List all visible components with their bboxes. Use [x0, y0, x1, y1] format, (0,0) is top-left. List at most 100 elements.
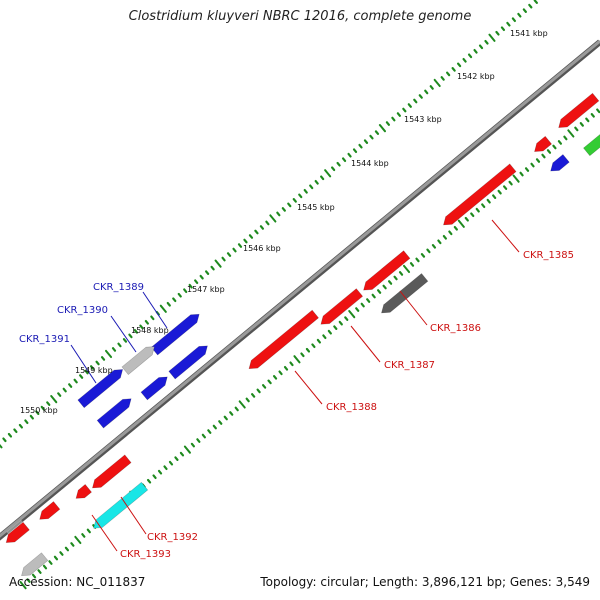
ring-tick — [484, 39, 489, 45]
gene-arrow — [149, 312, 200, 356]
ring-tick — [37, 569, 42, 574]
ring-tick — [59, 551, 64, 556]
ring-tick — [552, 144, 557, 150]
ring-tick — [303, 188, 308, 194]
ring-tick — [324, 169, 332, 178]
ring-tick — [426, 248, 431, 254]
ring-tick — [190, 442, 196, 448]
ring-tick — [442, 234, 447, 240]
genome-backbone — [0, 39, 600, 541]
ring-tick — [223, 415, 228, 421]
ring-tick — [183, 288, 188, 294]
ring-tick — [348, 310, 356, 319]
tick-label: 1547 kbp — [187, 285, 225, 294]
gene-highlight — [40, 499, 54, 512]
ring-tick — [378, 124, 386, 133]
ring-tick — [358, 143, 363, 149]
ring-tick — [402, 107, 407, 113]
gene-body — [320, 288, 364, 325]
callout-line — [399, 290, 428, 326]
ring-tick — [360, 302, 365, 308]
ring-tick — [229, 411, 234, 416]
ring-tick — [122, 338, 128, 343]
ring-tick — [492, 194, 497, 199]
ring-tick — [563, 135, 568, 141]
ring-tick — [467, 53, 473, 59]
ring-tick — [68, 383, 73, 388]
ring-tick — [309, 184, 314, 190]
gene-highlight — [381, 271, 422, 305]
ring-tick — [320, 175, 325, 181]
ring-tick — [457, 219, 465, 228]
ring-tick — [433, 78, 441, 88]
ring-tick — [402, 264, 411, 274]
map-title: Clostridium kluyveri NBRC 12016, complet… — [128, 9, 472, 24]
gene-body — [39, 501, 61, 520]
ring-tick — [352, 148, 358, 154]
ring-tick — [232, 247, 237, 253]
ring-tick — [172, 297, 177, 303]
ring-tick — [530, 162, 535, 168]
gene-label: CKR_1388 — [326, 402, 377, 413]
ring-tick — [53, 555, 59, 561]
gene-body — [534, 135, 552, 152]
gene-highlight — [166, 344, 199, 372]
gene-features — [5, 90, 600, 577]
gene-arrow — [558, 90, 600, 128]
gene-body — [248, 309, 319, 370]
gene-body — [363, 250, 411, 291]
ring-tick — [473, 48, 478, 54]
ring-tick — [462, 58, 467, 63]
ring-tick — [298, 193, 303, 199]
ring-tick — [413, 98, 418, 104]
gene-arrow — [320, 286, 364, 325]
tick-labels: 1541 kbp 1542 kbp 1543 kbp 1544 kbp 1545 kbp… — [20, 29, 548, 415]
ring-tick — [48, 560, 53, 565]
ring-tick — [269, 214, 277, 223]
ring-tick — [57, 392, 62, 397]
ring-tick — [344, 316, 349, 321]
ring-tick — [374, 130, 380, 135]
ring-tick — [62, 387, 67, 393]
ring-tick — [196, 438, 201, 443]
gene-body — [550, 154, 570, 172]
gene-label: CKR_1385 — [523, 250, 574, 261]
ring-tick — [451, 67, 456, 72]
tick-label: 1541 kbp — [510, 29, 548, 38]
ring-tick — [366, 298, 371, 303]
ring-tick — [243, 238, 248, 244]
label-callouts — [70, 219, 520, 552]
gene-highlight — [363, 248, 404, 282]
ring-tick — [205, 270, 210, 275]
gene-body — [443, 163, 517, 226]
ring-tick — [557, 140, 563, 145]
gene-highlight — [534, 133, 546, 144]
ring-tick — [183, 445, 191, 454]
ring-tick — [470, 212, 475, 218]
ring-tick — [40, 405, 45, 411]
tick-label: 1543 kbp — [404, 115, 442, 124]
gene-highlight — [120, 344, 146, 367]
ring-tick — [528, 3, 533, 9]
gene-body — [121, 346, 155, 376]
ring-tick — [283, 365, 289, 371]
ring-tick — [218, 420, 223, 425]
ring-tick — [18, 423, 24, 429]
ring-tick — [139, 324, 144, 330]
gene-arrow — [581, 130, 600, 157]
ring-tick — [347, 152, 352, 158]
ring-tick — [336, 161, 341, 167]
ring-tick — [46, 401, 51, 406]
ring-tick — [495, 30, 500, 36]
ring-tick — [278, 370, 283, 376]
ring-tick — [163, 465, 168, 471]
ring-tick — [73, 378, 78, 384]
ring-tick — [212, 424, 217, 430]
ring-tick — [488, 33, 496, 42]
gene-highlight — [6, 519, 24, 535]
ring-tick — [508, 180, 513, 186]
gene-arrow — [550, 152, 570, 172]
gene-body — [5, 521, 30, 543]
ring-tick — [382, 284, 387, 290]
ring-tick — [293, 355, 301, 364]
